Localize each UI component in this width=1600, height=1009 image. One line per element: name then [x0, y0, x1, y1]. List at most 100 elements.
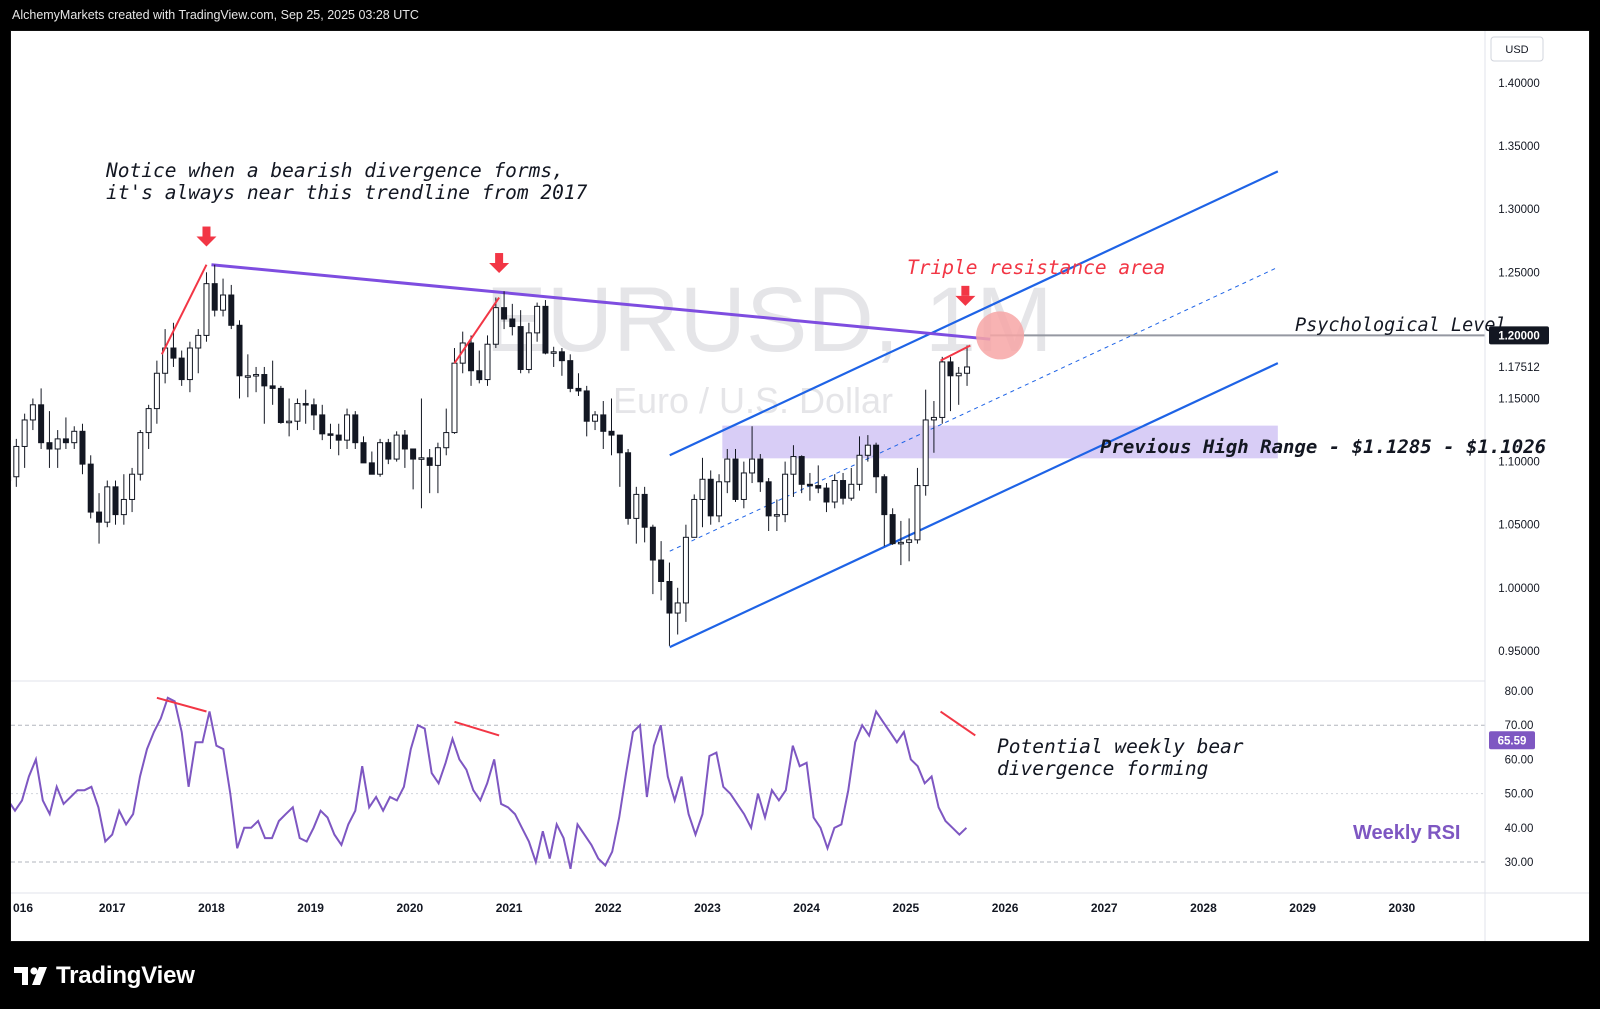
candle-body-down — [947, 361, 954, 377]
candle-body-up — [831, 480, 838, 503]
candle-body-down — [509, 318, 516, 328]
candle-body-up — [253, 374, 260, 377]
price-tick-label: 1.40000 — [1498, 78, 1540, 90]
candle — [484, 335, 491, 386]
channel-lower-line — [669, 362, 1279, 649]
candle-body-up — [856, 454, 863, 485]
candle — [922, 389, 929, 496]
candle — [410, 448, 417, 490]
candle — [716, 474, 723, 523]
candle — [806, 472, 813, 501]
candle-body-up — [120, 498, 127, 516]
currency-button[interactable] — [1490, 36, 1544, 62]
candle — [418, 398, 425, 509]
candle-body-up — [492, 307, 499, 345]
candle-body-up — [724, 458, 731, 483]
rsi-grid — [11, 724, 1485, 863]
candle — [186, 341, 193, 393]
candle — [426, 448, 433, 494]
candle-body-up — [129, 473, 136, 500]
rsi-axis[interactable]: 80.00 70.00 60.00 50.00 40.00 30.00 65.59 — [1489, 686, 1535, 869]
candle — [930, 401, 937, 453]
candle — [178, 350, 185, 386]
candle-body-down — [501, 307, 508, 320]
candle — [286, 398, 293, 437]
candle — [269, 360, 276, 405]
candle — [29, 398, 36, 431]
candle-body-up — [740, 472, 747, 500]
candle-body-up — [592, 414, 599, 422]
candle — [344, 408, 351, 449]
price-axis[interactable]: 1.40000 1.35000 1.30000 1.25000 1.20000 1.175… — [1489, 78, 1549, 658]
price-tick-label: 1.35000 — [1498, 141, 1540, 153]
candle-body-up — [534, 305, 541, 334]
candle-body-up — [955, 372, 962, 377]
candle — [897, 520, 904, 566]
price-level-badge-label: 1.20000 — [1498, 330, 1540, 342]
candle — [773, 499, 780, 532]
candle — [757, 454, 764, 492]
rsi-tick-label: 50.00 — [1505, 789, 1534, 801]
candle — [87, 455, 94, 519]
candle — [658, 541, 665, 601]
candle-body-up — [145, 408, 152, 434]
candle — [749, 426, 756, 484]
candle — [261, 366, 268, 424]
candle-body-up — [699, 478, 706, 500]
candle-body-up — [897, 541, 904, 545]
candle-body-down — [87, 463, 94, 513]
candle-body-down — [616, 434, 623, 454]
candle-body-up — [286, 420, 293, 424]
rsi-line — [11, 696, 968, 870]
triple-resistance-circle — [976, 311, 1025, 360]
candle — [319, 404, 326, 441]
candle — [62, 417, 69, 449]
candle-body-down — [649, 526, 656, 561]
time-axis[interactable]: 016 2017 2018 2019 2020 2021 2022 2023 2024 2025 2… — [13, 901, 1416, 915]
candle-body-up — [443, 432, 450, 449]
attribution-bar: AlchemyMarkets created with TradingView.… — [0, 0, 1600, 30]
candle-body-down — [666, 580, 673, 614]
candle-body-down — [96, 511, 103, 523]
candle-body-down — [360, 442, 367, 464]
candle-body-down — [46, 442, 53, 450]
candle — [798, 455, 805, 494]
candle-body-down — [542, 305, 549, 354]
candle — [608, 398, 615, 456]
down-arrow-shaft — [961, 285, 970, 296]
candle — [707, 470, 714, 525]
candle-body-up — [294, 403, 301, 422]
candle — [401, 430, 408, 468]
candle-body-down — [707, 478, 714, 517]
chart-area[interactable]: EURUSD, 1M Euro / U.S. Dollar USD 1.4000… — [10, 30, 1590, 942]
candle — [137, 430, 144, 481]
candle — [939, 356, 946, 424]
down-arrow-head — [955, 295, 976, 306]
candle-body-up — [220, 294, 227, 311]
candle-body-up — [716, 481, 723, 517]
tradingview-logo[interactable]: TradingView — [14, 960, 195, 992]
candle-body-down — [757, 458, 764, 483]
chart-svg[interactable]: EURUSD, 1M Euro / U.S. Dollar USD 1.4000… — [11, 31, 1589, 941]
candle — [964, 345, 971, 386]
channel-upper-line — [669, 170, 1279, 457]
trendline-note-line-2: it's always near this trendline from 201… — [106, 181, 588, 204]
candle — [691, 494, 698, 538]
candle — [393, 431, 400, 462]
candle-body-up — [550, 351, 557, 354]
tradingview-logo-icon — [14, 967, 47, 985]
candle-body-down — [625, 452, 632, 519]
candle — [592, 411, 599, 431]
previous-high-range-label: Previous High Range - $1.1285 - $1.1026 — [1100, 436, 1546, 458]
candle-body-down — [327, 433, 334, 436]
candle-body-up — [451, 362, 458, 434]
candle-body-down — [236, 324, 243, 377]
candle-body-up — [633, 493, 640, 519]
trendline-2017 — [211, 263, 991, 341]
candle-body-down — [426, 457, 433, 466]
rsi-tick-label: 40.00 — [1505, 823, 1534, 835]
candle-body-down — [889, 514, 896, 545]
time-tick-label: 2019 — [297, 901, 324, 915]
candle — [434, 442, 441, 494]
candle — [583, 385, 590, 437]
